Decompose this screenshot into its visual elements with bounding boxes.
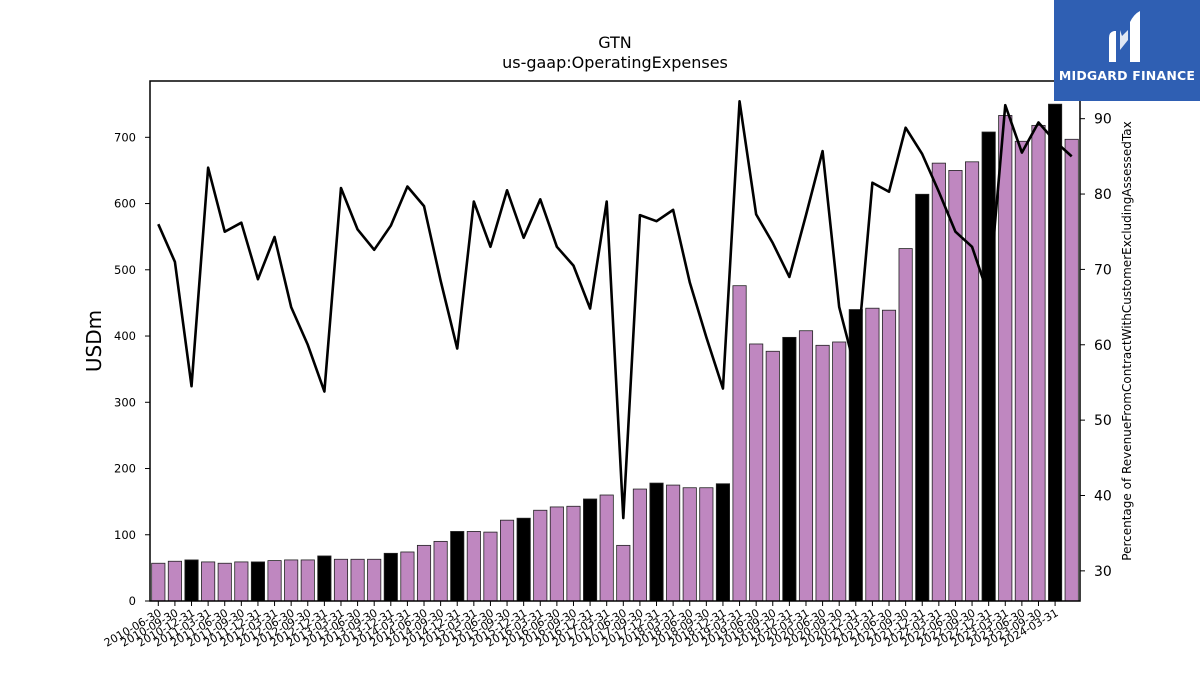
y-tick-label: 700 bbox=[114, 130, 136, 144]
bar bbox=[616, 544, 631, 602]
bar bbox=[965, 161, 980, 602]
y-tick-label: 100 bbox=[114, 528, 136, 542]
y2-tick-label: 50 bbox=[1094, 413, 1112, 429]
bar bbox=[184, 559, 199, 602]
bar bbox=[599, 494, 614, 602]
bar bbox=[416, 544, 432, 602]
bar bbox=[732, 285, 747, 602]
bar bbox=[549, 506, 564, 602]
bar bbox=[500, 519, 515, 602]
bar bbox=[699, 487, 714, 602]
y-axis-label: USDm bbox=[82, 310, 106, 372]
bar bbox=[715, 483, 730, 602]
brand-mark-icon bbox=[1109, 11, 1140, 62]
y2-tick-label: 60 bbox=[1094, 338, 1112, 354]
bar bbox=[649, 482, 664, 602]
plot-frame bbox=[149, 80, 1081, 602]
y-tick-label: 300 bbox=[114, 395, 136, 409]
bar bbox=[217, 562, 232, 602]
y2-tick-label: 90 bbox=[1094, 112, 1112, 128]
bar bbox=[201, 561, 216, 602]
bar bbox=[682, 487, 697, 602]
bar bbox=[832, 341, 847, 602]
bar bbox=[666, 484, 681, 602]
line-series bbox=[157, 100, 1073, 520]
bar bbox=[1031, 124, 1046, 602]
chart-subtitle: us-gaap:OperatingExpenses bbox=[502, 53, 728, 72]
bar bbox=[267, 560, 282, 602]
bar bbox=[632, 488, 647, 602]
bar bbox=[400, 551, 415, 602]
bar bbox=[865, 307, 880, 602]
bar bbox=[583, 498, 598, 602]
y-tick-label: 600 bbox=[114, 197, 136, 211]
axes: 0100200300400500600700304050607080902010… bbox=[102, 80, 1112, 650]
bar bbox=[815, 344, 830, 602]
brand-logo: MIDGARD FINANCE bbox=[1054, 0, 1200, 101]
bar bbox=[931, 162, 946, 602]
bar bbox=[483, 531, 498, 602]
y2-tick-label: 30 bbox=[1094, 564, 1112, 580]
y2-tick-label: 70 bbox=[1094, 262, 1112, 278]
bar bbox=[433, 540, 448, 602]
bar bbox=[167, 560, 182, 602]
bar bbox=[466, 531, 481, 602]
bar bbox=[749, 343, 764, 602]
bar bbox=[333, 558, 349, 602]
bar bbox=[898, 248, 913, 602]
bar bbox=[284, 559, 299, 602]
y2-tick-label: 40 bbox=[1094, 488, 1112, 504]
y-tick-label: 400 bbox=[114, 329, 136, 343]
bar bbox=[1014, 140, 1029, 602]
bar bbox=[151, 562, 166, 602]
brand-name: MIDGARD FINANCE bbox=[1058, 68, 1196, 83]
bar bbox=[782, 336, 797, 602]
bar bbox=[300, 559, 315, 602]
y2-tick-label: 80 bbox=[1094, 187, 1112, 203]
y2-axis-label: Percentage of RevenueFromContractWithCus… bbox=[1120, 121, 1134, 560]
chart-title: GTN bbox=[598, 33, 632, 52]
bar bbox=[1064, 138, 1079, 602]
series-line bbox=[157, 100, 1073, 520]
bar bbox=[367, 558, 382, 602]
bar bbox=[998, 115, 1013, 602]
bar bbox=[250, 561, 265, 602]
y-tick-label: 0 bbox=[129, 594, 136, 608]
bar bbox=[383, 552, 398, 602]
bar bbox=[1048, 103, 1063, 602]
bar bbox=[350, 558, 365, 602]
bar bbox=[765, 350, 780, 602]
bar bbox=[516, 517, 531, 602]
bar bbox=[881, 309, 897, 602]
bar bbox=[533, 509, 548, 602]
bar bbox=[981, 131, 996, 602]
y-tick-label: 500 bbox=[114, 263, 136, 277]
bar bbox=[317, 555, 332, 602]
bar bbox=[798, 330, 814, 602]
bar bbox=[450, 531, 465, 602]
bar bbox=[566, 505, 581, 602]
bar bbox=[234, 561, 249, 602]
y-tick-label: 200 bbox=[114, 462, 136, 476]
bar bbox=[915, 193, 930, 602]
